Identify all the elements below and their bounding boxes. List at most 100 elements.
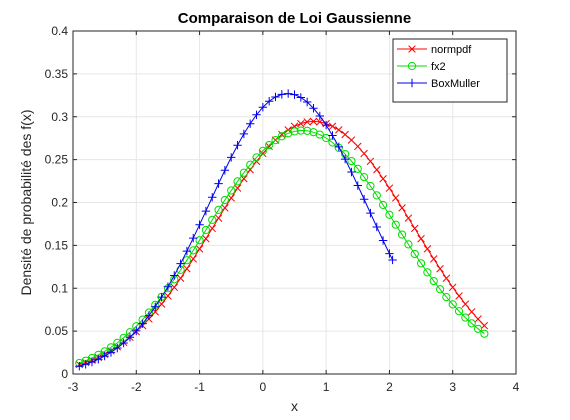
data-point xyxy=(201,206,211,216)
data-point xyxy=(75,361,84,371)
data-point xyxy=(163,282,173,291)
data-point xyxy=(392,194,400,202)
data-point xyxy=(208,215,217,225)
data-point xyxy=(442,274,451,282)
data-point xyxy=(239,168,248,177)
legend-item-normpdf: normpdf xyxy=(397,44,472,56)
data-point xyxy=(208,224,216,233)
data-point xyxy=(379,200,388,210)
series-boxmuller xyxy=(75,89,397,371)
data-point xyxy=(322,133,331,143)
data-point xyxy=(138,319,147,328)
data-point xyxy=(347,156,356,166)
data-point xyxy=(467,308,476,316)
data-point xyxy=(233,141,242,150)
data-point xyxy=(277,90,287,99)
data-point xyxy=(176,259,185,268)
data-point xyxy=(448,300,457,309)
data-point xyxy=(303,118,311,126)
data-point xyxy=(397,230,407,239)
data-point xyxy=(81,360,90,369)
legend-marker xyxy=(408,45,416,53)
data-point xyxy=(227,153,236,162)
data-point xyxy=(182,256,192,265)
data-point xyxy=(353,181,362,190)
x-tick-label: -1 xyxy=(194,380,205,394)
data-point xyxy=(170,271,179,280)
data-point xyxy=(220,195,229,205)
data-point xyxy=(290,90,299,99)
data-point xyxy=(265,140,274,150)
y-tick-label: 0.1 xyxy=(51,281,68,295)
data-point xyxy=(340,154,350,164)
data-point xyxy=(417,234,425,243)
x-tick-label: 4 xyxy=(513,380,520,394)
y-tick-label: 0 xyxy=(61,367,68,381)
data-point xyxy=(309,117,318,126)
y-tick-label: 0.2 xyxy=(51,196,68,210)
data-point xyxy=(379,174,387,183)
x-tick-label: 3 xyxy=(449,380,456,394)
data-point xyxy=(144,311,154,320)
x-tick-label: -2 xyxy=(131,380,142,394)
data-point xyxy=(429,255,438,263)
data-point xyxy=(119,338,128,348)
data-point xyxy=(195,220,204,229)
data-point xyxy=(474,315,482,323)
x-tick-label: 2 xyxy=(386,380,393,394)
data-point xyxy=(328,122,337,131)
legend: normpdf fx2 BoxMuller xyxy=(392,38,508,103)
data-point xyxy=(398,204,406,212)
data-point xyxy=(189,255,197,263)
data-point xyxy=(252,110,261,119)
data-point xyxy=(195,245,204,253)
data-point xyxy=(388,255,397,265)
data-point xyxy=(106,348,116,357)
data-point xyxy=(334,142,343,152)
data-point xyxy=(448,283,457,292)
data-point xyxy=(366,181,375,191)
data-point xyxy=(201,225,210,235)
data-point xyxy=(296,126,305,135)
data-point xyxy=(461,300,470,308)
data-point xyxy=(278,130,286,139)
data-point xyxy=(385,184,394,192)
data-point xyxy=(246,160,255,169)
data-point xyxy=(366,208,375,218)
legend-item-boxmuller: BoxMuller xyxy=(397,78,480,90)
data-point xyxy=(467,319,476,328)
data-point xyxy=(265,142,273,151)
data-point xyxy=(125,333,135,342)
data-point xyxy=(416,259,426,268)
data-point xyxy=(321,120,331,130)
data-point xyxy=(220,166,230,175)
data-point xyxy=(328,131,337,140)
data-point xyxy=(473,324,483,333)
data-point xyxy=(195,236,204,245)
data-point xyxy=(214,205,223,214)
data-point xyxy=(378,236,388,245)
data-point xyxy=(290,127,299,136)
y-axis-label: Densité de probabilité des f(x) xyxy=(18,110,34,296)
data-point xyxy=(429,276,438,286)
series-layer xyxy=(75,89,489,371)
data-point xyxy=(132,326,141,336)
data-point xyxy=(442,292,451,302)
legend-label: normpdf xyxy=(431,44,472,56)
data-point xyxy=(372,222,381,232)
data-point xyxy=(423,245,432,253)
series-normpdf xyxy=(75,117,489,369)
y-tick-label: 0.25 xyxy=(45,153,69,167)
legend-label: BoxMuller xyxy=(431,78,480,90)
data-point xyxy=(296,93,306,102)
data-point xyxy=(359,195,369,204)
y-tick-label: 0.35 xyxy=(45,67,69,81)
data-point xyxy=(410,224,419,233)
data-point xyxy=(347,136,356,144)
data-point xyxy=(183,264,191,273)
x-tick-label: -3 xyxy=(68,380,79,394)
data-point xyxy=(315,111,325,121)
data-point xyxy=(385,210,394,219)
data-point xyxy=(309,104,318,113)
